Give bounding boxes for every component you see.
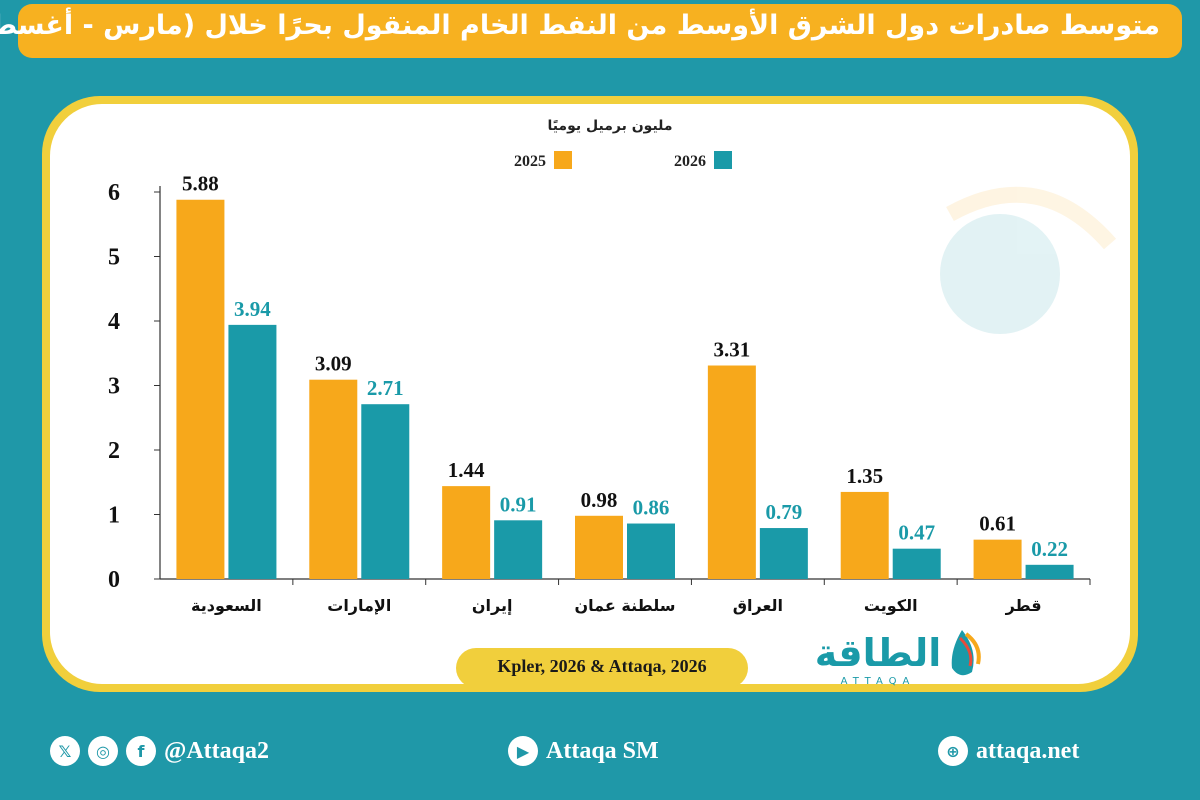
bar-2026 (361, 404, 410, 579)
bars: 5.88 3.94 السعودية 3.09 2.71 الإمارات 1.44 0.91… (176, 172, 1091, 615)
category-label: سلطنة عمان (575, 596, 676, 615)
y-tick-label: 4 (108, 309, 120, 335)
footer: 𝕏 ◎ f @Attaqa2 ▶ Attaqa SM ⊕ attaqa.net (0, 700, 1200, 800)
instagram-icon[interactable]: ◎ (88, 736, 118, 766)
data-label-2025: 0.61 (979, 512, 1016, 536)
bar-2026 (892, 548, 941, 579)
data-label-2026: 3.94 (234, 297, 271, 321)
legend-label-2025: 2025 (514, 153, 546, 170)
bar-2026 (627, 523, 675, 579)
bar-2026 (228, 324, 277, 579)
y-axis-label: مليون برميل يوميًا (547, 118, 672, 134)
x-icon[interactable]: 𝕏 (50, 736, 80, 766)
data-label-2025: 0.98 (581, 488, 618, 512)
legend-swatch-2025 (554, 151, 572, 169)
data-label-2026: 0.86 (633, 496, 670, 520)
bar-2025 (575, 515, 623, 579)
youtube-link[interactable]: ▶ Attaqa SM (508, 736, 659, 766)
y-tick-label: 0 (108, 567, 120, 593)
youtube-icon[interactable]: ▶ (508, 736, 538, 766)
globe-icon[interactable]: ⊕ (938, 736, 968, 766)
category-label: إيران (472, 596, 513, 615)
bar-2026 (1025, 564, 1074, 579)
data-label-2026: 0.91 (500, 492, 537, 516)
website-label[interactable]: attaqa.net (976, 737, 1080, 764)
social-links: 𝕏 ◎ f @Attaqa2 (50, 736, 269, 766)
facebook-icon[interactable]: f (126, 736, 156, 766)
website-link[interactable]: ⊕ attaqa.net (938, 736, 1079, 766)
data-label-2025: 5.88 (182, 172, 219, 196)
bar-2025 (176, 199, 225, 579)
data-label-2026: 2.71 (367, 376, 404, 400)
legend-label-2026: 2026 (674, 153, 706, 170)
attaqa-logo: الطاقة ATTAQA (815, 630, 981, 687)
logo-arabic-text: الطاقة (815, 631, 942, 675)
bar-2025 (707, 365, 756, 579)
category-label: السعودية (191, 596, 262, 615)
bar-chart: مليون برميل يوميًا 2025 2026 0 1 2 3 4 5 6 5.88… (108, 118, 1117, 615)
logo-latin-text: ATTAQA (841, 676, 916, 687)
source-text: Kpler, 2026 & Attaqa, 2026 (497, 656, 707, 676)
category-label: الإمارات (327, 596, 391, 615)
chart-card: مليون برميل يوميًا 2025 2026 0 1 2 3 4 5 6 5.88… (50, 104, 1130, 684)
data-label-2025: 1.35 (846, 464, 883, 488)
category-label: الكويت (864, 596, 918, 615)
legend: 2025 2026 (514, 151, 732, 170)
category-label: العراق (733, 596, 783, 615)
legend-swatch-2026 (714, 151, 732, 169)
data-label-2025: 3.31 (713, 338, 750, 362)
bar-2025 (840, 491, 889, 579)
bar-2025 (442, 486, 491, 579)
y-tick-label: 1 (108, 503, 120, 529)
youtube-label[interactable]: Attaqa SM (546, 737, 659, 764)
chart-title: متوسط صادرات دول الشرق الأوسط من النفط ا… (0, 10, 1160, 41)
data-label-2026: 0.47 (898, 521, 935, 545)
data-label-2025: 3.09 (315, 352, 352, 376)
bar-2026 (494, 520, 543, 579)
watermark (940, 186, 1117, 334)
category-label: قطر (1005, 596, 1042, 615)
y-tick-label: 5 (108, 245, 120, 271)
bar-2026 (759, 528, 808, 579)
y-tick-label: 3 (108, 374, 120, 400)
y-tick-label: 2 (108, 438, 120, 464)
data-label-2026: 0.22 (1031, 537, 1068, 561)
social-handle[interactable]: @Attaqa2 (164, 737, 269, 764)
data-label-2026: 0.79 (765, 500, 802, 524)
bar-2025 (309, 379, 358, 579)
title-bar: متوسط صادرات دول الشرق الأوسط من النفط ا… (0, 4, 1182, 58)
data-label-2025: 1.44 (448, 458, 485, 482)
source-badge: Kpler, 2026 & Attaqa, 2026 (456, 648, 748, 688)
y-tick-label: 6 (108, 180, 120, 206)
bar-2025 (973, 539, 1022, 579)
